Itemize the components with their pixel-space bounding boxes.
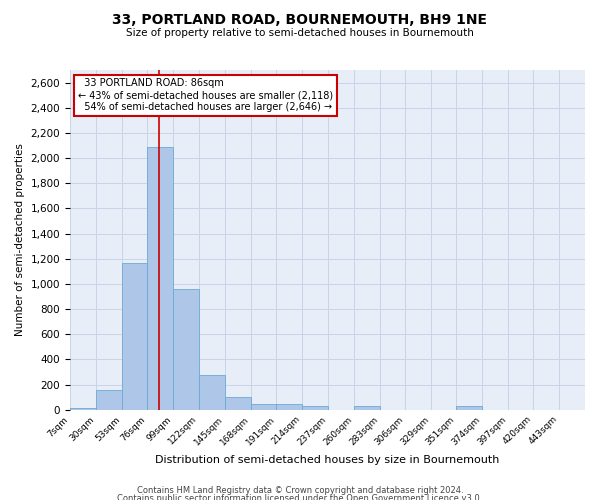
Text: Size of property relative to semi-detached houses in Bournemouth: Size of property relative to semi-detach… [126,28,474,38]
Y-axis label: Number of semi-detached properties: Number of semi-detached properties [15,144,25,336]
Bar [302,406,328,409]
Bar [354,406,380,409]
Bar [173,289,199,410]
Text: 33 PORTLAND ROAD: 86sqm
← 43% of semi-detached houses are smaller (2,118)
  54% : 33 PORTLAND ROAD: 86sqm ← 43% of semi-de… [77,78,333,112]
Text: Contains public sector information licensed under the Open Government Licence v3: Contains public sector information licen… [118,494,482,500]
Text: 33, PORTLAND ROAD, BOURNEMOUTH, BH9 1NE: 33, PORTLAND ROAD, BOURNEMOUTH, BH9 1NE [113,12,487,26]
Bar [70,408,96,410]
Bar [122,262,148,410]
Bar [148,147,173,409]
Text: Contains HM Land Registry data © Crown copyright and database right 2024.: Contains HM Land Registry data © Crown c… [137,486,463,495]
Bar [225,398,251,409]
Bar [96,390,122,409]
Bar [456,406,482,409]
Bar [251,404,277,409]
X-axis label: Distribution of semi-detached houses by size in Bournemouth: Distribution of semi-detached houses by … [155,455,500,465]
Bar [277,404,302,409]
Bar [199,374,225,410]
